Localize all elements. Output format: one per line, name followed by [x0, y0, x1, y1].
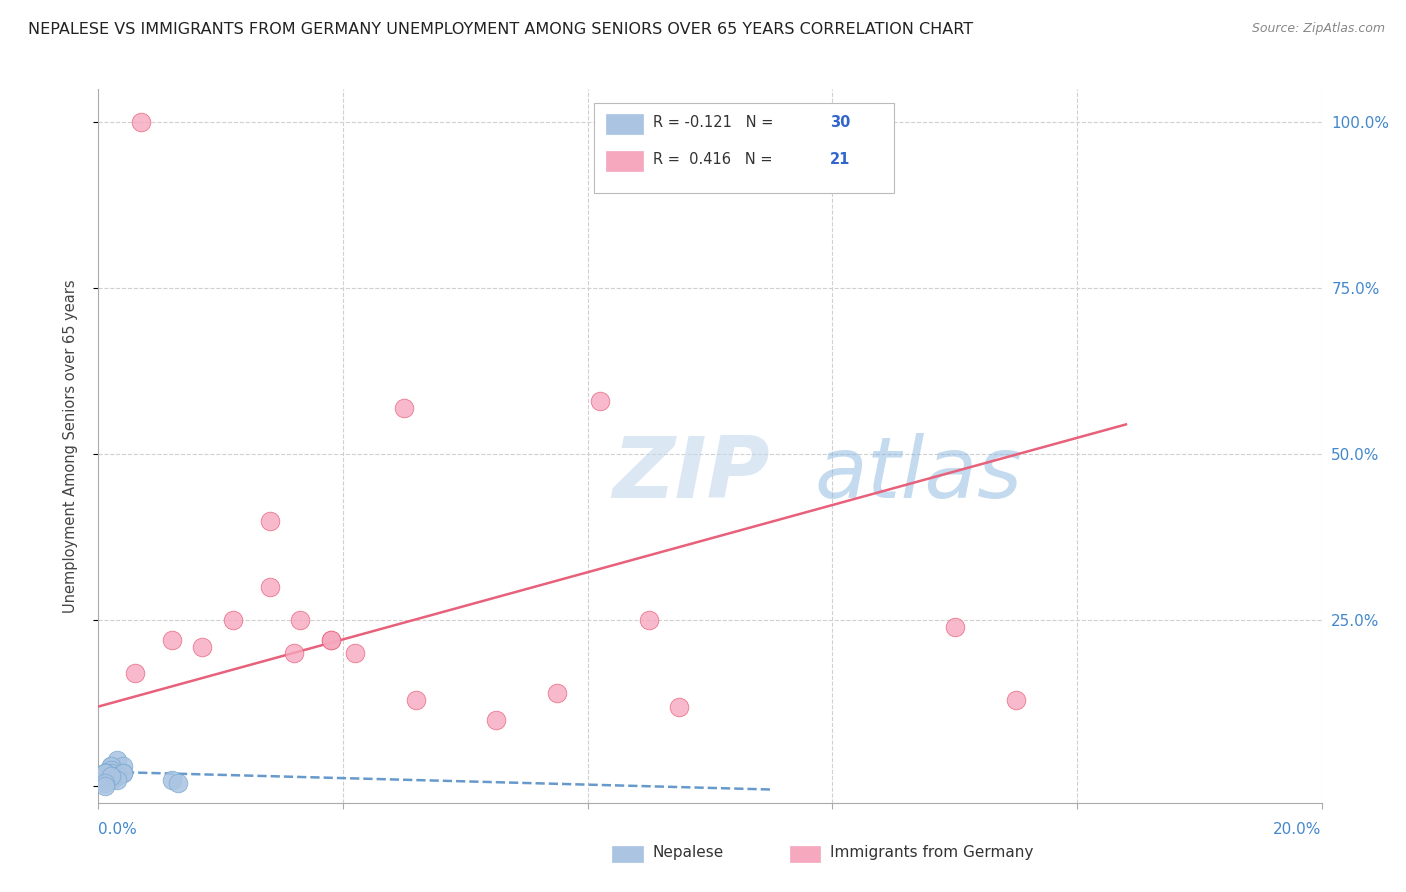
Point	[167, 776, 190, 790]
Text: ZIP: ZIP	[612, 433, 770, 516]
FancyBboxPatch shape	[593, 103, 893, 193]
Point	[100, 759, 122, 773]
Point	[93, 772, 115, 787]
Point	[100, 766, 122, 780]
Text: NEPALESE VS IMMIGRANTS FROM GERMANY UNEMPLOYMENT AMONG SENIORS OVER 65 YEARS COR: NEPALESE VS IMMIGRANTS FROM GERMANY UNEM…	[28, 22, 973, 37]
Text: 21: 21	[830, 153, 851, 168]
Text: 30: 30	[830, 115, 851, 130]
Text: atlas: atlas	[814, 433, 1022, 516]
Point	[93, 769, 115, 783]
Text: 0.0%: 0.0%	[98, 822, 138, 837]
Point	[259, 514, 281, 528]
Point	[93, 776, 115, 790]
Point	[222, 613, 245, 627]
Text: R =  0.416   N =: R = 0.416 N =	[652, 153, 776, 168]
Point	[93, 772, 115, 787]
Point	[93, 766, 115, 780]
Bar	[790, 847, 820, 862]
Point	[100, 763, 122, 777]
Point	[105, 769, 128, 783]
Point	[290, 613, 312, 627]
Point	[100, 772, 122, 787]
Point	[105, 753, 128, 767]
Text: Immigrants from Germany: Immigrants from Germany	[830, 846, 1033, 860]
Point	[668, 699, 690, 714]
Point	[160, 772, 183, 787]
Point	[485, 713, 508, 727]
Point	[100, 769, 122, 783]
Point	[283, 647, 305, 661]
Point	[105, 769, 128, 783]
Point	[129, 115, 152, 129]
Point	[160, 633, 183, 648]
Point	[93, 779, 115, 793]
Bar	[612, 847, 643, 862]
Point	[105, 766, 128, 780]
Point	[405, 693, 427, 707]
Point	[100, 763, 122, 777]
Point	[637, 613, 661, 627]
Bar	[606, 114, 643, 134]
Bar	[606, 152, 643, 171]
Point	[344, 647, 367, 661]
Point	[943, 620, 966, 634]
Point	[100, 766, 122, 780]
Point	[100, 759, 122, 773]
Point	[93, 766, 115, 780]
Point	[111, 759, 134, 773]
Point	[319, 633, 342, 648]
Point	[93, 769, 115, 783]
Point	[191, 640, 214, 654]
Point	[1004, 693, 1026, 707]
Point	[546, 686, 568, 700]
Point	[111, 766, 134, 780]
Text: R = -0.121   N =: R = -0.121 N =	[652, 115, 778, 130]
Text: 20.0%: 20.0%	[1274, 822, 1322, 837]
Point	[93, 766, 115, 780]
Text: Nepalese: Nepalese	[652, 846, 724, 860]
Point	[392, 401, 416, 415]
Point	[124, 666, 146, 681]
Point	[100, 769, 122, 783]
Point	[93, 766, 115, 780]
Point	[259, 580, 281, 594]
Point	[105, 772, 128, 787]
Point	[319, 633, 342, 648]
Point	[589, 394, 612, 409]
Point	[111, 766, 134, 780]
Y-axis label: Unemployment Among Seniors over 65 years: Unemployment Among Seniors over 65 years	[63, 279, 77, 613]
Point	[93, 766, 115, 780]
Text: Source: ZipAtlas.com: Source: ZipAtlas.com	[1251, 22, 1385, 36]
